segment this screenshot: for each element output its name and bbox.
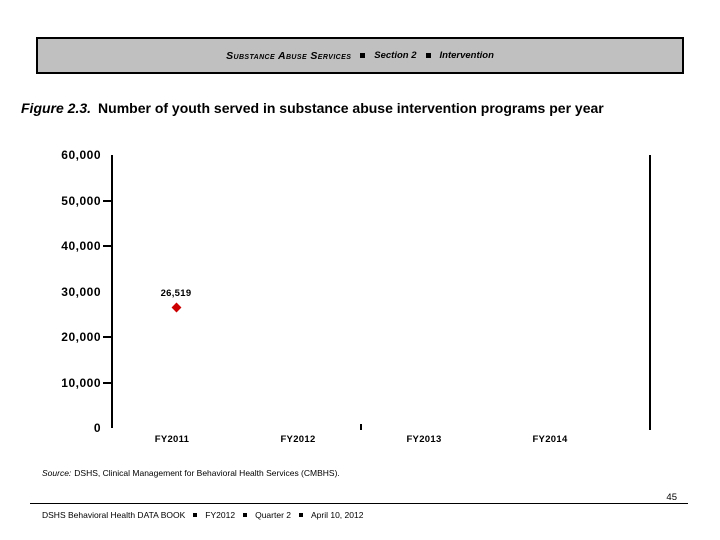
x-axis-tick-label: FY2013 bbox=[406, 434, 442, 445]
y-axis-tick-label: 20,000 bbox=[61, 330, 101, 344]
y-axis-tick-label: 10,000 bbox=[61, 375, 101, 390]
x-axis-center-tick bbox=[360, 424, 362, 430]
bullet-square-icon bbox=[243, 513, 248, 517]
page-number: 45 bbox=[666, 492, 677, 503]
footer-citation: DSHS Behavioral Health DATA BOOK FY2012 … bbox=[42, 510, 363, 520]
source-note: Source: DSHS, Clinical Management for Beh… bbox=[42, 468, 340, 478]
y-axis-line bbox=[111, 155, 113, 428]
y-axis-tick-label: 50,000 bbox=[61, 193, 101, 208]
plot-right-border bbox=[649, 155, 651, 430]
data-point-marker bbox=[171, 302, 181, 313]
x-axis-tick-label: FY2012 bbox=[280, 434, 316, 445]
y-axis-tick-label: 30,000 bbox=[61, 284, 101, 299]
x-axis-tick-label: FY2011 bbox=[154, 434, 190, 445]
y-axis-tick-label: 0 bbox=[93, 421, 101, 435]
source-text: DSHS, Clinical Management for Behavioral… bbox=[74, 468, 340, 478]
footer-book-title: DSHS Behavioral Health DATA BOOK bbox=[42, 510, 186, 520]
y-axis-tick bbox=[103, 381, 112, 384]
footer-date: April 10, 2012 bbox=[310, 510, 364, 520]
footer-rule bbox=[30, 503, 688, 504]
x-axis-tick-label: FY2014 bbox=[532, 434, 568, 445]
bullet-square-icon bbox=[193, 513, 198, 517]
footer-fiscal-year: FY2012 bbox=[205, 510, 236, 520]
source-prefix: Source: bbox=[42, 468, 72, 478]
y-axis-tick bbox=[103, 245, 112, 247]
bullet-square-icon bbox=[298, 513, 303, 517]
y-axis-tick-label: 40,000 bbox=[61, 239, 101, 253]
bullet-square-icon bbox=[425, 53, 431, 58]
bullet-square-icon bbox=[360, 53, 366, 58]
figure-number-label: Figure 2.3. bbox=[21, 100, 92, 116]
header-section-label: Section 2 bbox=[374, 50, 417, 61]
y-axis-tick bbox=[103, 336, 112, 338]
header-banner: Substance Abuse Services Section 2 Inter… bbox=[36, 37, 684, 74]
y-axis-tick bbox=[103, 199, 112, 202]
header-topic-label: Intervention bbox=[439, 50, 494, 61]
figure-title-text: Number of youth served in substance abus… bbox=[98, 100, 604, 116]
figure-title: Figure 2.3. Number of youth served in sub… bbox=[21, 100, 711, 116]
footer-quarter: Quarter 2 bbox=[255, 510, 291, 520]
data-point-label: 26,519 bbox=[160, 288, 192, 300]
header-series-label: Substance Abuse Services bbox=[226, 49, 352, 62]
y-axis-tick-label: 60,000 bbox=[61, 148, 101, 162]
